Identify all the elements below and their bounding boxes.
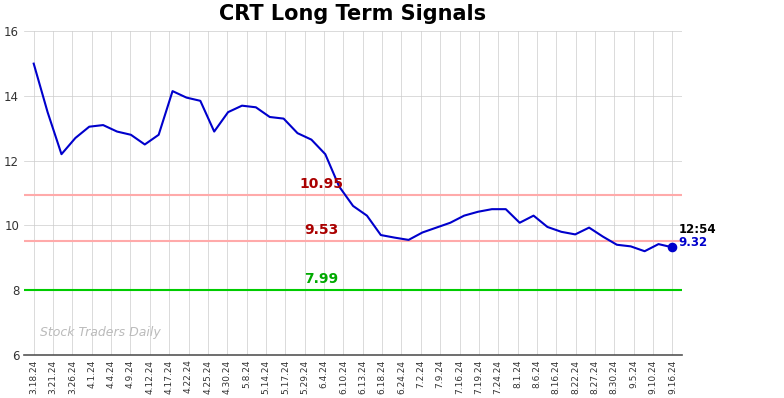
Text: 9.53: 9.53 (304, 222, 338, 237)
Text: Stock Traders Daily: Stock Traders Daily (39, 326, 160, 339)
Point (666, 244, 679, 250)
Text: 7.99: 7.99 (304, 273, 338, 287)
Text: 10.95: 10.95 (299, 177, 343, 191)
Text: 12:54: 12:54 (678, 223, 716, 236)
Title: CRT Long Term Signals: CRT Long Term Signals (220, 4, 487, 24)
Text: 9.32: 9.32 (678, 236, 707, 249)
